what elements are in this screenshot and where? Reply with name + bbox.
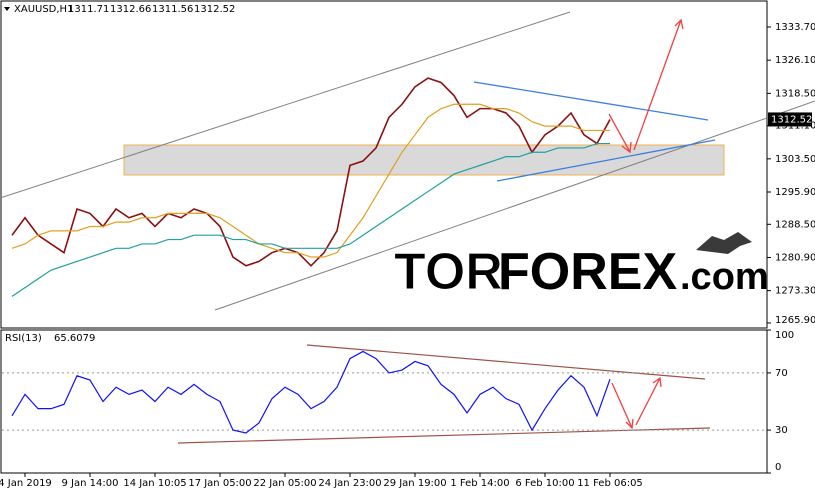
y-tick-label: 1303.50 [775,154,815,165]
x-tick-label: 22 Jan 05:00 [253,478,316,489]
logo-tor: TOR [394,243,503,301]
arrow-head [625,418,634,430]
triangle-lower [496,139,716,182]
x-tick-label: 1 Feb 14:00 [450,478,509,489]
ohlc-close: 1312.52 [194,4,235,15]
y-tick-label: 30 [775,425,788,436]
forecast-arrows [608,18,684,430]
x-tick-label: 29 Jan 19:00 [383,478,446,489]
x-tick-label: 24 Jan 23:00 [318,478,381,489]
x-tick-label: 6 Feb 10:00 [515,478,574,489]
symbol: XAUUSD,H1 [14,4,73,15]
arrow-head [621,141,632,154]
ohlc-low: 1311.56 [152,4,193,15]
channel-lower [214,117,768,311]
ohlc-open: 1311.71 [68,4,109,15]
x-tick-label: 4 Jan 2019 [0,478,52,489]
series-line [11,77,611,267]
y-tick-label: 1273.30 [775,286,815,297]
y-tick-label: 1318.50 [775,88,815,99]
price-tag [768,112,812,127]
price-panel [0,0,768,329]
x-tick-label: 9 Jan 14:00 [62,478,119,489]
series-line [11,142,610,297]
ohlc-high: 1312.66 [110,4,151,15]
y-tick-label: 1333.70 [775,22,815,33]
series-line [11,350,611,434]
y-tick-label: 1326.10 [775,55,815,66]
y-tick-label: 1295.90 [775,187,815,198]
y-tick-label: 0 [775,462,781,473]
x-tick-label: 17 Jan 05:00 [188,478,251,489]
rsi-trend-lower [177,427,711,444]
y-tick-label: 1265.90 [775,315,815,326]
y-tick-label: 1280.90 [775,252,815,263]
logo-com: .com [680,256,769,298]
logo-forex: FOREX [498,243,677,301]
triangle-upper [473,81,709,121]
arrow-head [674,18,684,30]
arrow-up [633,19,682,151]
y-tick-label: 100 [775,330,794,341]
rsi-panel [0,329,768,474]
support-zone [123,144,725,176]
rsi-value: 65.6079 [54,333,95,344]
rsi-arrow-down [611,382,633,429]
channel-upper [0,11,571,199]
y-tick-label: 70 [775,368,788,379]
x-tick-label: 14 Jan 10:05 [123,478,186,489]
logo-bull [696,232,752,254]
arrow-down [608,113,631,153]
header-marker [4,7,10,11]
price-tag-label: 1312.52 [771,114,812,125]
x-tick-label: 11 Feb 06:05 [577,478,643,489]
arrow-head [652,376,662,388]
y-tick-label: 1288.50 [775,219,815,230]
rsi-arrow-up [635,377,661,426]
series-line [11,103,610,258]
rsi-title: RSI(13) [5,333,42,344]
